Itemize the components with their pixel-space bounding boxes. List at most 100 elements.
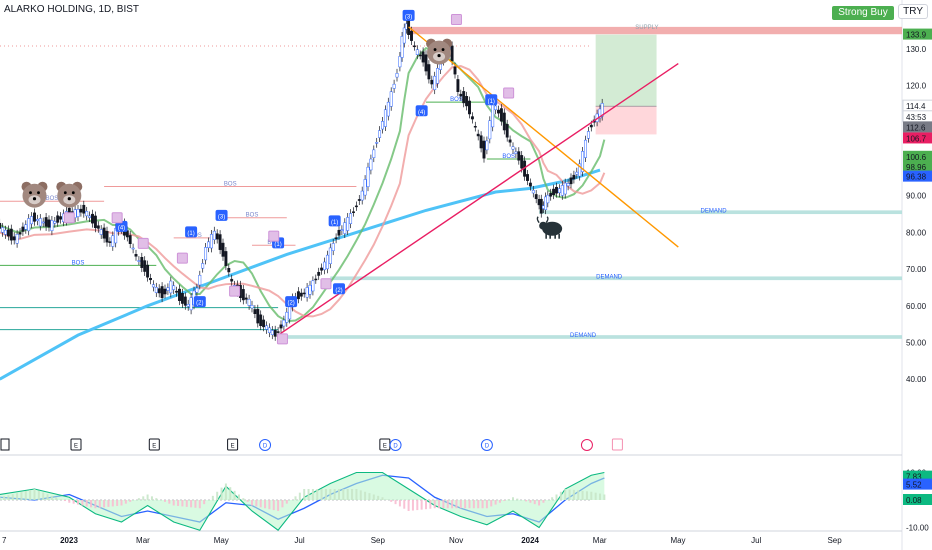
candle (328, 247, 332, 264)
bull-body (542, 221, 563, 236)
osc-histogram-bar (272, 500, 275, 511)
trendline (408, 26, 679, 248)
candle (386, 101, 390, 117)
osc-histogram-bar (224, 483, 227, 500)
price-label: 106.7 (906, 134, 927, 143)
candle (424, 54, 428, 72)
candle (189, 297, 193, 311)
candle (33, 212, 36, 222)
dividend-badge (389, 439, 402, 451)
candle (265, 325, 268, 330)
trade-stop-box (595, 106, 657, 135)
y-tick-label: 50.00 (906, 339, 927, 348)
osc-histogram-bar (446, 500, 449, 509)
candle (151, 284, 155, 288)
wave-label: (1) (331, 220, 338, 226)
osc-histogram-bar (68, 500, 71, 503)
osc-histogram-bar (94, 500, 97, 509)
candle (149, 278, 152, 281)
candle (79, 208, 83, 213)
candle (363, 179, 367, 196)
osc-histogram-bar (307, 489, 310, 500)
osc-histogram-bar (150, 496, 153, 500)
candle (99, 229, 103, 235)
candle (27, 218, 31, 232)
candle (392, 83, 396, 89)
price-label-bg (903, 28, 932, 40)
candle (146, 264, 150, 278)
candle (352, 211, 355, 213)
trade-target-box (595, 34, 657, 107)
wave-badge (485, 94, 498, 106)
candle (378, 130, 382, 138)
y-tick-label: 70.00 (906, 265, 927, 274)
price-label: 43:53 (906, 113, 927, 122)
rating-badge[interactable]: Strong Buy (832, 6, 894, 20)
candle (21, 226, 25, 232)
osc-histogram-bar (233, 490, 236, 500)
osc-histogram-bar (355, 489, 358, 500)
osc-histogram-bar (124, 500, 127, 504)
osc-histogram-bar (50, 495, 53, 500)
candle (314, 278, 318, 281)
osc-value-bg (903, 478, 932, 490)
bear-eye (63, 191, 67, 195)
osc-histogram-bar (24, 491, 27, 500)
event-letter: E (152, 444, 156, 450)
osc-y-tick-label: -10.00 (906, 524, 929, 533)
candle (24, 224, 28, 230)
bear-nose (437, 53, 441, 58)
candle (279, 324, 283, 329)
x-tick-label: Sep (371, 536, 386, 545)
candle (433, 75, 437, 90)
osc-histogram-bar (568, 489, 571, 500)
wave-label: (2) (335, 288, 342, 294)
bear-eye (441, 48, 445, 51)
candle (427, 64, 431, 80)
candle (476, 133, 480, 137)
candle (400, 36, 404, 58)
osc-histogram-bar (581, 490, 584, 500)
candle (456, 79, 460, 92)
candle (247, 298, 251, 306)
candle (157, 288, 161, 294)
event-badge (0, 438, 10, 451)
candle (169, 280, 173, 294)
osc-histogram-bar (364, 491, 367, 500)
candle (381, 121, 384, 130)
dividend-badge (259, 439, 272, 451)
candle (38, 218, 42, 227)
zone-label: DEMAND (596, 274, 623, 280)
candle (453, 66, 457, 75)
osc-histogram-bar (551, 497, 554, 500)
osc-histogram-bar (172, 500, 175, 506)
osc-histogram-bar (311, 489, 314, 500)
osc-histogram-bar (246, 500, 249, 502)
osc-histogram-bar (294, 496, 297, 500)
candle (308, 284, 312, 295)
candle (511, 146, 515, 150)
candle (331, 243, 335, 251)
candle (462, 91, 466, 104)
candle (499, 108, 503, 122)
candle (305, 287, 309, 298)
osc-histogram-bar (420, 500, 423, 510)
zone-label: DEMAND (701, 208, 728, 214)
candle (270, 330, 274, 335)
osc-histogram-bar (107, 500, 110, 507)
candle (163, 288, 167, 295)
osc-histogram-bar (242, 498, 245, 500)
candle (273, 329, 277, 337)
candle (334, 237, 338, 240)
osc-histogram-bar (468, 500, 471, 509)
osc-histogram-bar (316, 489, 319, 500)
osc-histogram-bar (333, 489, 336, 500)
zone-demand (278, 335, 903, 339)
candle (241, 289, 245, 301)
osc-histogram-bar (59, 499, 62, 500)
candle (531, 190, 535, 194)
dividend-letter: D (485, 444, 490, 450)
currency-label[interactable]: TRY (898, 4, 928, 19)
zone-demand (539, 210, 902, 215)
